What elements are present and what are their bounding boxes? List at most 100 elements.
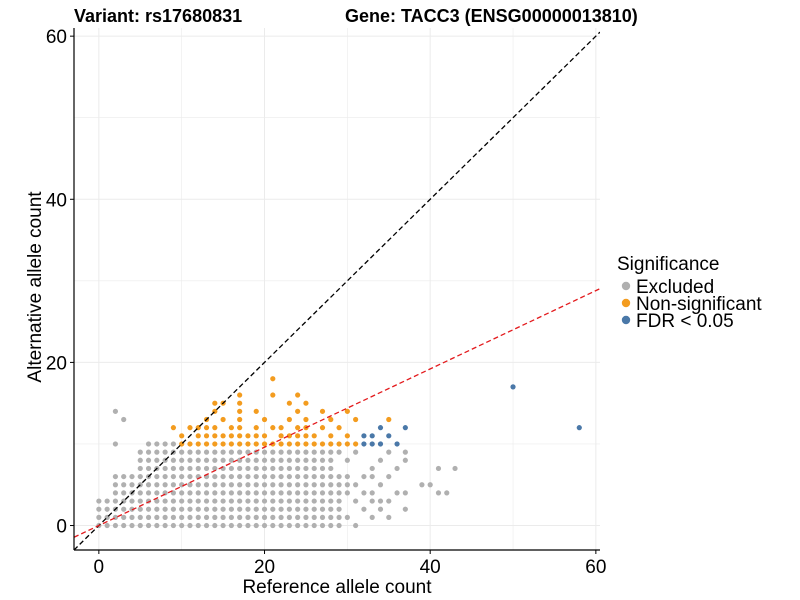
data-point [261,490,268,496]
data-point [245,465,251,472]
data-point [286,473,292,480]
data-point [121,482,127,488]
data-point [104,506,110,512]
data-point [270,449,276,455]
data-point [145,514,152,520]
data-point [278,522,284,529]
data-point [369,441,375,447]
data-point [377,482,384,488]
data-point [402,425,408,431]
data-point [328,416,334,423]
data-point [336,425,342,431]
data-point [278,457,284,463]
data-point [295,425,301,431]
chart-title-gene: Gene: TACC3 (ENSG00000013810) [345,6,638,26]
data-point [195,498,201,504]
data-point [386,433,392,439]
data-point [179,473,185,480]
data-point [311,522,317,529]
data-point [228,473,234,480]
data-point [270,490,276,496]
data-point [154,441,160,447]
y-axis-label: Alternative allele count [25,191,46,383]
data-point [253,441,259,447]
data-point [237,441,243,447]
data-point [121,506,127,512]
data-point [237,514,243,520]
data-point [402,506,408,512]
data-point [245,457,251,463]
data-point [203,522,210,529]
data-point [303,506,309,512]
data-point [328,465,334,472]
data-point [237,522,243,529]
data-point [253,465,259,472]
data-point [220,490,226,496]
data-point [212,465,218,472]
data-point [303,400,309,406]
y-tick-label: 20 [46,353,67,374]
data-point [137,449,143,455]
data-point [576,425,582,431]
data-point [394,441,400,447]
axes: 0 20 40 60 0 20 40 60 [46,27,607,578]
data-point [261,514,268,520]
data-point [278,441,284,447]
reference-lines [74,31,600,550]
data-point [328,473,334,480]
data-point [228,449,234,455]
data-point [187,473,193,480]
data-point [237,449,243,455]
data-point [237,473,243,480]
data-point [195,514,201,520]
data-point [353,416,359,423]
data-point [361,433,367,439]
data-point [112,522,119,529]
data-point [295,473,301,480]
x-tick-label: 60 [585,557,606,578]
data-point [212,457,218,463]
data-point [278,498,284,504]
data-point [295,514,301,520]
data-point [377,457,384,463]
data-point [328,498,334,504]
data-point [336,506,342,512]
data-point [361,473,367,480]
data-point [121,416,127,423]
data-point [187,449,193,455]
data-point [253,522,259,529]
data-point [328,482,334,488]
data-point [112,408,119,414]
data-point [402,457,408,463]
data-point [162,498,168,504]
data-point [295,392,301,398]
data-point [154,514,160,520]
data-point [286,465,292,472]
data-point [311,465,317,472]
legend-title: Significance [617,254,719,275]
data-point [286,506,292,512]
data-point [220,514,226,520]
data-point [311,514,317,520]
data-point [253,506,259,512]
data-point [170,482,177,488]
data-point [220,449,226,455]
x-tick-label: 0 [94,557,105,578]
data-point [336,490,342,496]
data-point [319,473,326,480]
data-point [179,498,185,504]
data-point [187,441,193,447]
data-point [319,465,326,472]
data-point [237,400,243,406]
data-point [444,490,450,496]
data-point [195,522,201,529]
data-point [121,473,127,480]
data-point [253,473,259,480]
data-point [253,514,259,520]
data-point [261,449,268,455]
data-point [220,416,226,423]
data-point [195,490,201,496]
data-point [195,506,201,512]
data-point [162,465,168,472]
data-point [195,441,201,447]
